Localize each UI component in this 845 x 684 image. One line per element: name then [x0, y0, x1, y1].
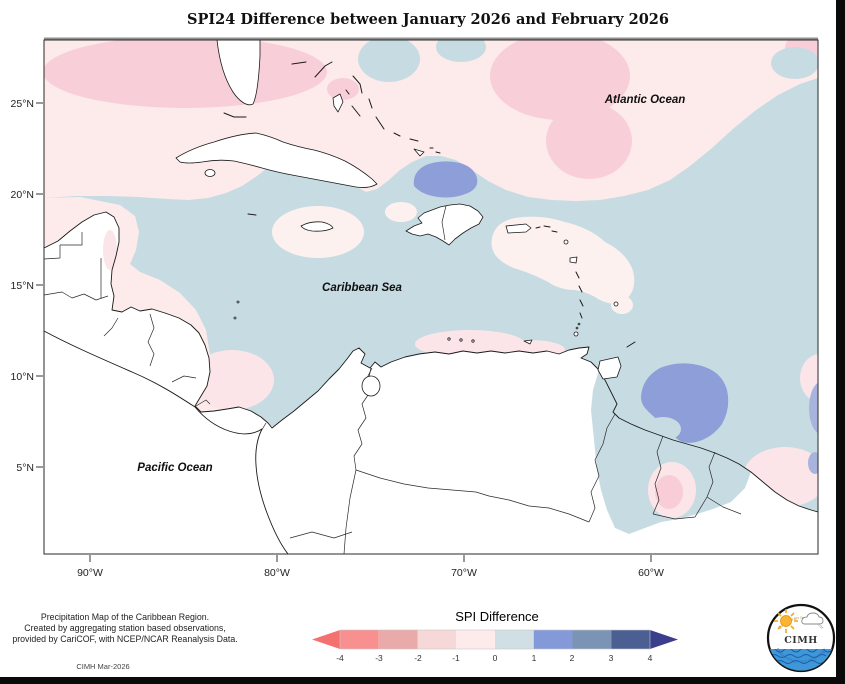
legend-title: SPI Difference: [455, 609, 539, 624]
negative-blob-atlantic-south: [546, 103, 632, 179]
coastlines: [44, 211, 818, 554]
abc-islands: [447, 337, 475, 343]
logo-water: [770, 649, 832, 671]
positive-land-guianas: [591, 370, 751, 534]
legend-tick: 1: [532, 653, 537, 663]
island-trinidad: [597, 356, 622, 380]
negative-blob-gulf: [44, 40, 327, 108]
right-edge-strip: [836, 0, 845, 684]
positive-blob-hispaniola: [413, 161, 478, 198]
sun-icon: [774, 609, 798, 633]
near-zero-blobs: [272, 202, 635, 314]
legend-tick: 2: [570, 653, 575, 663]
legend-tick: -1: [452, 653, 460, 663]
island-jamaica: [300, 221, 334, 232]
positive-patch-top-2: [436, 40, 486, 62]
near-zero-grenada: [611, 296, 633, 314]
negative-blob-atlantic-north: [490, 40, 630, 120]
map-top-band: [44, 37, 818, 41]
legend-segment: [456, 630, 495, 649]
island-tobago: [626, 341, 636, 348]
florida-keys: [223, 112, 247, 118]
providencia: [236, 300, 240, 304]
country-borders: [44, 232, 742, 554]
pale-patch-east-edge: [800, 354, 818, 402]
san-andres: [233, 316, 237, 320]
legend-segment: [572, 630, 612, 649]
legend-arrow-right: [650, 630, 678, 649]
attribution-line-2: Created by aggregating station based obs…: [24, 623, 225, 633]
islands: [175, 40, 636, 397]
legend-segment: [611, 630, 650, 649]
bottom-edge-strip: [0, 677, 845, 684]
lat-label-25n: 25°N: [11, 98, 34, 110]
legend-tick: -4: [336, 653, 344, 663]
positive-dot-east-edge: [808, 452, 818, 474]
positive-patch-top-right: [771, 47, 818, 79]
island-hispaniola: [405, 203, 484, 246]
page-title: SPI24 Difference between January 2026 an…: [187, 11, 669, 28]
label-pacific-ocean: Pacific Ocean: [137, 462, 212, 474]
pale-patch-belize: [103, 230, 117, 270]
label-caribbean-sea: Caribbean Sea: [322, 282, 402, 294]
attribution-block: Precipitation Map of the Caribbean Regio…: [12, 612, 237, 671]
cimh-logo: Caribbean Institute for CIMH Meteorology…: [766, 603, 836, 673]
legend-segment: [378, 630, 418, 649]
legend-segment: [533, 630, 573, 649]
legend-tick-labels: -4 -3 -2 -1 0 1 2 3 4: [336, 653, 652, 663]
lon-label-70w: 70°W: [451, 567, 477, 579]
negative-blob-bahamas: [327, 78, 359, 100]
longitude-axis: 90°W 80°W 70°W 60°W: [77, 555, 664, 579]
island-cuba: [175, 132, 378, 188]
negative-core-guyana: [655, 475, 683, 509]
legend-tick: 3: [609, 653, 614, 663]
positive-strip-east-edge: [809, 382, 818, 434]
legend-colorbar: [339, 629, 651, 650]
lake-maracaibo: [361, 375, 381, 397]
map-canvas: Atlantic Ocean Caribbean Sea Pacific Oce…: [44, 40, 818, 554]
lat-label-5n: 5°N: [16, 462, 34, 474]
bahamas-islands: [291, 61, 441, 157]
lon-label-60w: 60°W: [638, 567, 664, 579]
map-frame: [43, 39, 819, 555]
near-zero-jamaica: [272, 206, 364, 258]
legend-tick: -3: [375, 653, 383, 663]
legend: SPI Difference -4 -3 -2 -1 0 1 2 3 4: [312, 609, 678, 663]
island-juventud: [204, 169, 216, 177]
legend-tick: 0: [493, 653, 498, 663]
attribution-line-3: provided by CariCOF, with NCEP/NCAR Rean…: [12, 634, 237, 644]
cloud-icon: [801, 612, 824, 625]
lon-label-80w: 80°W: [264, 567, 290, 579]
lat-label-15n: 15°N: [11, 280, 34, 292]
island-margarita: [523, 339, 533, 345]
logo-acronym: CIMH: [784, 635, 818, 646]
border-haiti-dr: [441, 205, 447, 241]
lesser-antilles-islands: [535, 225, 619, 337]
positive-patch-top-1: [358, 40, 420, 82]
island-florida: [216, 40, 261, 106]
legend-arrow-left: [312, 630, 340, 649]
lat-label-10n: 10°N: [11, 371, 34, 383]
near-zero-antilles: [491, 216, 635, 304]
attribution-credit: CIMH Mar-2026: [76, 662, 129, 671]
legend-tick: 4: [648, 653, 653, 663]
attribution-line-1: Precipitation Map of the Caribbean Regio…: [41, 612, 209, 622]
legend-segment: [340, 630, 379, 649]
pale-patch-panama: [190, 350, 274, 410]
cayman-islands: [247, 213, 257, 216]
legend-segment: [495, 630, 534, 649]
island-puertorico: [505, 223, 532, 234]
legend-segment: [417, 630, 457, 649]
latitude-axis: 25°N 20°N 15°N 10°N 5°N: [11, 98, 43, 474]
near-zero-haiti: [385, 202, 417, 222]
legend-tick: -2: [414, 653, 422, 663]
lon-label-90w: 90°W: [77, 567, 103, 579]
label-atlantic-ocean: Atlantic Ocean: [604, 94, 686, 106]
lat-label-20n: 20°N: [11, 189, 34, 201]
